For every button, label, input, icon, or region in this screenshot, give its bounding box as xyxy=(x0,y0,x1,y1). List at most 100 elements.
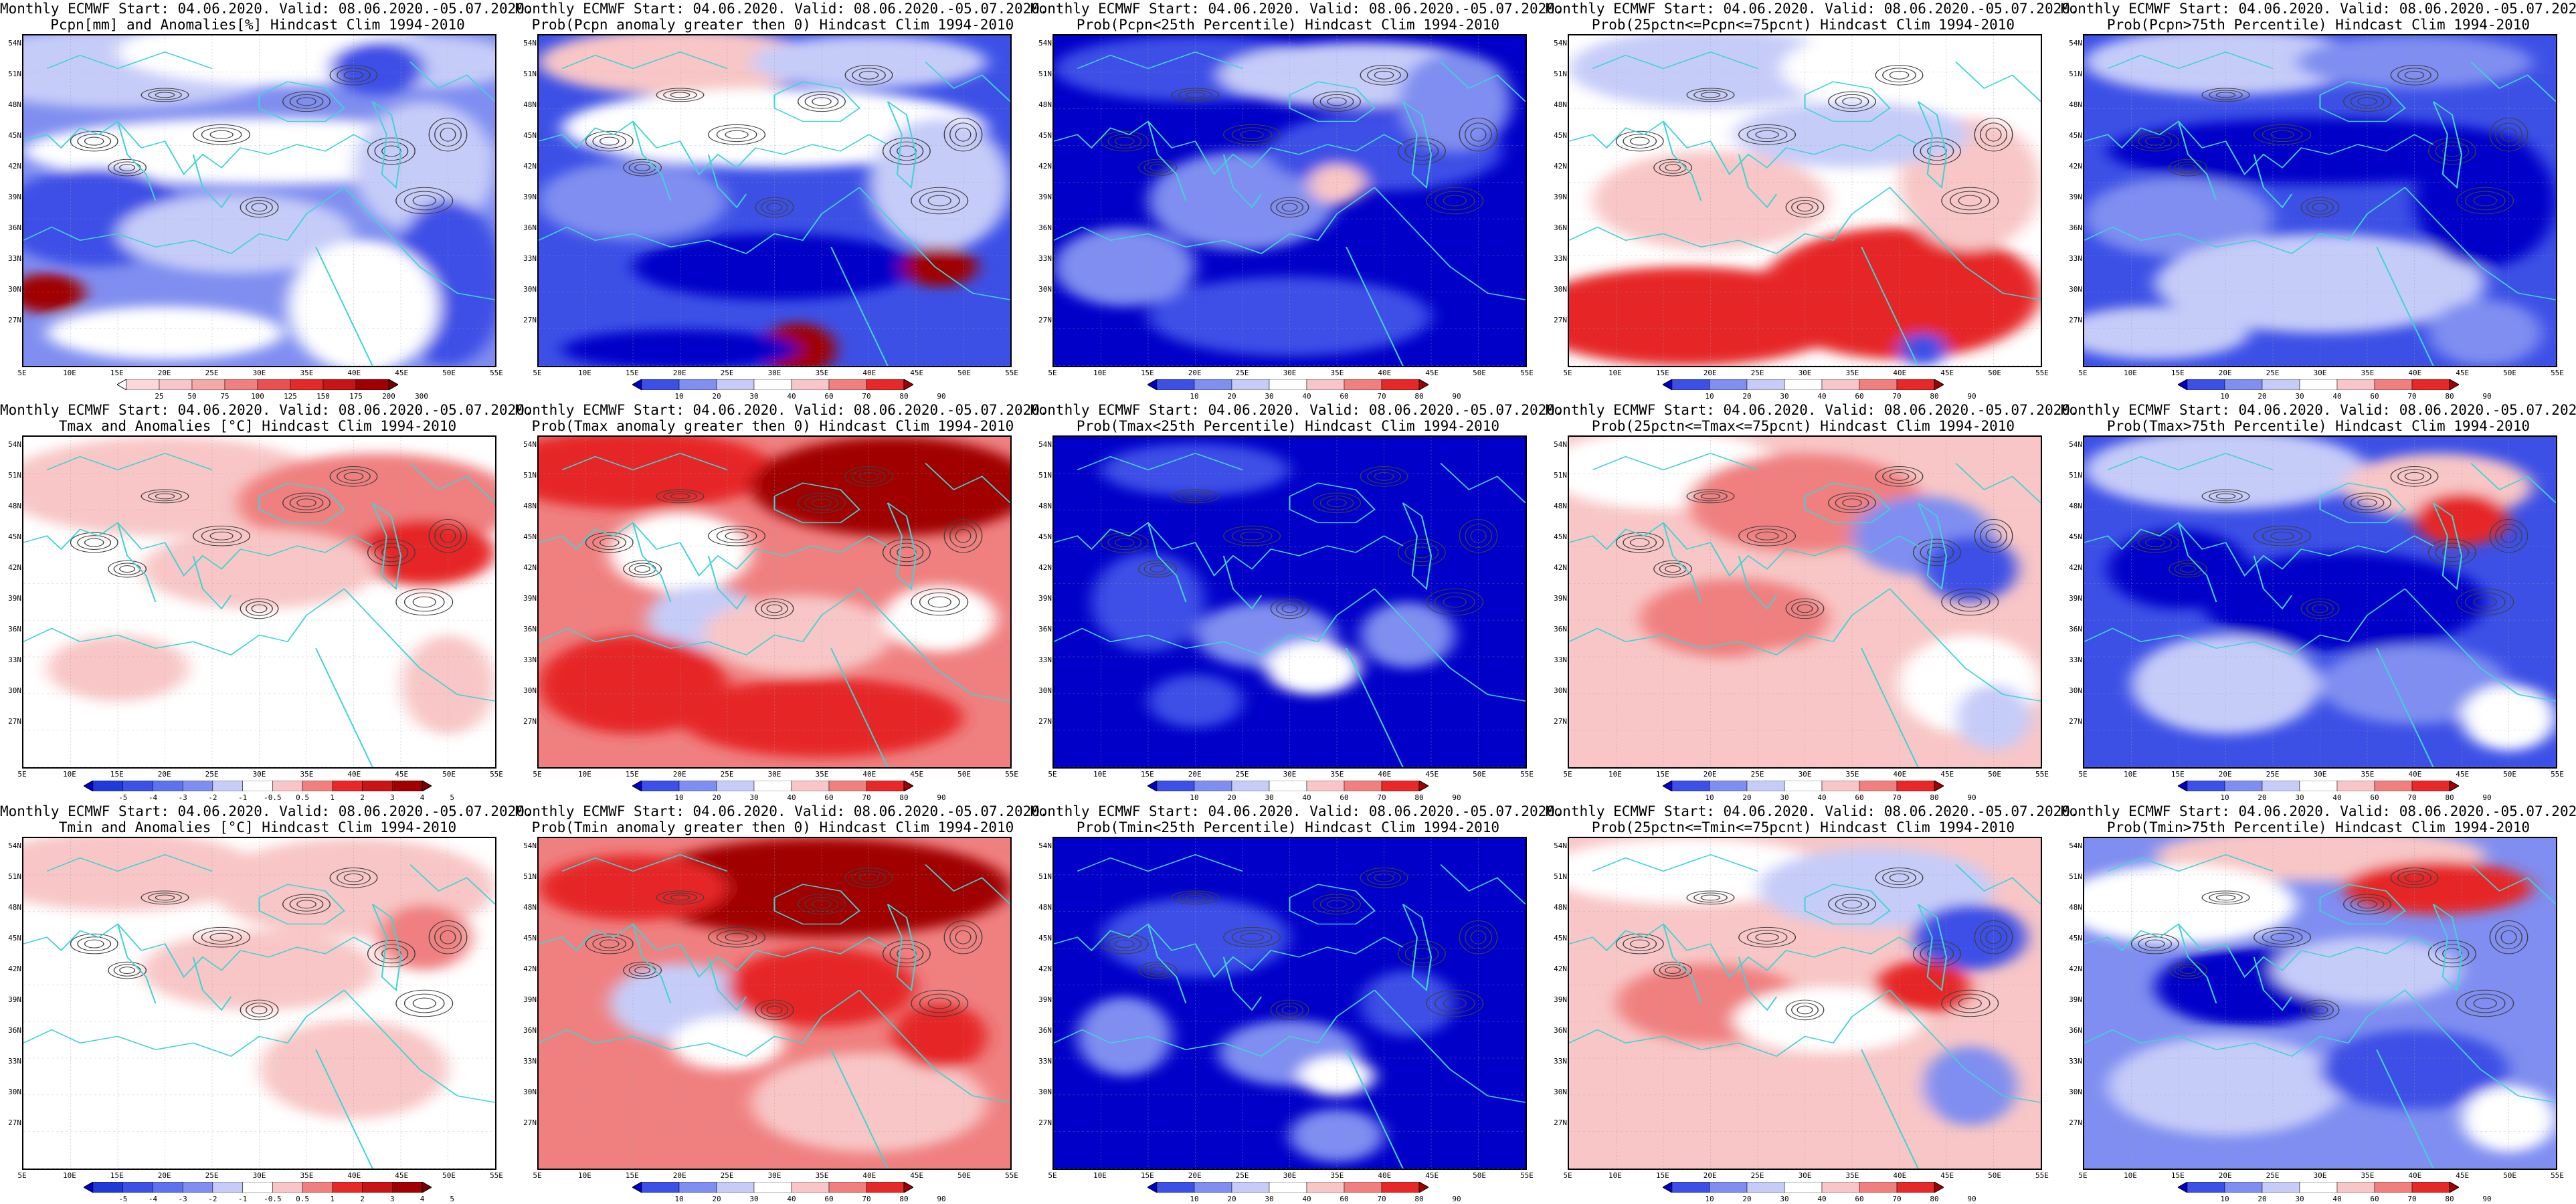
coastline xyxy=(258,81,345,122)
colorbar-tick-label: 50 xyxy=(187,392,197,401)
colorbar-tick-label: 5 xyxy=(450,793,455,802)
climatology-contour xyxy=(1785,197,1825,218)
longitude-tick-label: 15E xyxy=(1140,369,1154,377)
latitude-tick-label: 54N xyxy=(2069,841,2082,850)
longitude-tick-label: 40E xyxy=(347,1171,361,1180)
latitude-tick-label: 48N xyxy=(2069,502,2082,510)
coastline xyxy=(830,647,889,767)
panel-title-line2: Tmin and Anomalies [°C] Hindcast Clim 19… xyxy=(58,819,457,835)
climatology-contour xyxy=(2215,493,2236,500)
colorbar-swatch xyxy=(678,1182,717,1193)
longitude-tick-label: 25E xyxy=(1235,770,1249,779)
climatology-contour xyxy=(716,127,757,142)
climatology-contour xyxy=(1949,592,1991,612)
climatology-contour xyxy=(592,535,627,550)
panel-title-line1: Monthly ECMWF Start: 04.06.2020. Valid: … xyxy=(515,803,1048,819)
coastline xyxy=(2432,101,2463,189)
probability-field-blob xyxy=(2202,552,2486,652)
longitude-tick-label: 15E xyxy=(625,1171,639,1180)
climatology-contour xyxy=(1920,542,1954,563)
longitude-tick-label: 20E xyxy=(672,1171,686,1180)
colorbar-swatch xyxy=(302,781,333,791)
colorbar-swatch xyxy=(272,781,303,791)
panel-title-line2: Prob(25pctn<=Tmin<=75pcnt) Hindcast Clim… xyxy=(1591,819,2015,835)
climatology-contour xyxy=(2350,94,2385,109)
climatology-contour xyxy=(1623,134,1657,148)
coastline xyxy=(1147,121,1187,201)
coastline xyxy=(2084,923,2434,979)
climatology-contour xyxy=(148,892,182,903)
latitude-tick-label: 54N xyxy=(8,440,21,449)
longitude-tick-label: 45E xyxy=(395,1171,409,1180)
colorbar-swatch xyxy=(323,379,357,390)
longitude-tick-label: 15E xyxy=(2171,369,2185,377)
climatology-contour xyxy=(592,936,627,951)
climatology-contour xyxy=(858,70,879,80)
coastline xyxy=(2404,989,2556,1103)
colorbar-swatch xyxy=(1671,781,1710,791)
climatology-contour xyxy=(1281,203,1298,212)
climatology-contour xyxy=(246,200,273,215)
latitude-tick-label: 30N xyxy=(1554,285,1567,294)
colorbar-swatch xyxy=(224,379,258,390)
longitude-tick-label: 35E xyxy=(2361,369,2375,377)
longitude-tick-label: 55E xyxy=(490,369,503,377)
colorbar-swatch xyxy=(2374,781,2413,791)
longitude-tick-label: 30E xyxy=(767,770,781,779)
climatology-contour xyxy=(1785,999,1825,1021)
colorbar-swatch xyxy=(1746,379,1785,390)
climatology-contour xyxy=(766,1005,783,1015)
latitude-tick-label: 33N xyxy=(8,656,21,664)
coastline xyxy=(1054,989,1376,1057)
colorbar-tick-label: 30 xyxy=(749,392,759,401)
climatology-contour xyxy=(592,134,627,148)
colorbar-swatch xyxy=(1746,1182,1785,1193)
longitude-tick-label: 35E xyxy=(815,1171,829,1180)
longitude-tick-label: 45E xyxy=(2456,1171,2470,1180)
climatology-contour xyxy=(858,472,879,481)
colorbar-swatch xyxy=(2449,379,2459,390)
climatology-contour xyxy=(599,538,620,547)
panel-title-line2: Tmax and Anomalies [°C] Hindcast Clim 19… xyxy=(58,418,457,434)
longitude-tick-label: 50E xyxy=(2503,770,2517,779)
climatology-contour xyxy=(2473,195,2497,207)
colorbar-swatch xyxy=(1746,781,1785,791)
climatology-contour xyxy=(1797,203,1813,212)
climatology-contour xyxy=(919,592,960,612)
colorbar-tick-label: 1 xyxy=(330,793,335,802)
colorbar-swatch xyxy=(2262,1182,2300,1193)
climatology-contour xyxy=(1791,1003,1819,1017)
climatology-contour xyxy=(2201,88,2250,102)
longitude-tick-label: 50E xyxy=(1988,1171,2002,1180)
colorbar xyxy=(632,781,913,791)
climatology-contour xyxy=(2215,894,2236,901)
climatology-contour xyxy=(296,498,316,508)
climatology-contour xyxy=(2262,127,2303,142)
climatology-contour xyxy=(943,920,983,955)
longitude-tick-label: 20E xyxy=(157,369,171,377)
latitude-tick-label: 54N xyxy=(8,39,21,47)
colorbar-tick-label: 200 xyxy=(382,392,395,401)
colorbar-tick-label: 300 xyxy=(415,392,428,401)
colorbar-tick-label: 175 xyxy=(349,392,363,401)
colorbar-tick-label: 40 xyxy=(787,392,796,401)
coastline xyxy=(371,101,402,189)
colorbar-swatch xyxy=(2187,1182,2225,1193)
colorbar-tick-label: 80 xyxy=(1414,392,1424,401)
climatology-contour xyxy=(1459,519,1498,553)
climatology-contour xyxy=(2180,164,2197,172)
latitude-tick-label: 39N xyxy=(2069,995,2082,1004)
longitude-tick-label: 50E xyxy=(2503,369,2517,377)
climatology-contour xyxy=(1107,134,1142,148)
colorbar xyxy=(1663,1182,1944,1193)
latitude-tick-label: 42N xyxy=(8,563,21,572)
latitude-tick-label: 51N xyxy=(1554,471,1567,480)
climatology-contour xyxy=(1693,892,1728,903)
colorbar-swatch xyxy=(1381,379,1420,390)
climatology-contour xyxy=(761,1003,788,1017)
colorbar-tick-label: 80 xyxy=(1930,793,1939,802)
coastline xyxy=(1662,522,1702,603)
colorbar xyxy=(117,379,398,390)
colorbar-tick-label: 30 xyxy=(1265,1195,1274,1203)
climatology-contour xyxy=(1693,491,1728,502)
